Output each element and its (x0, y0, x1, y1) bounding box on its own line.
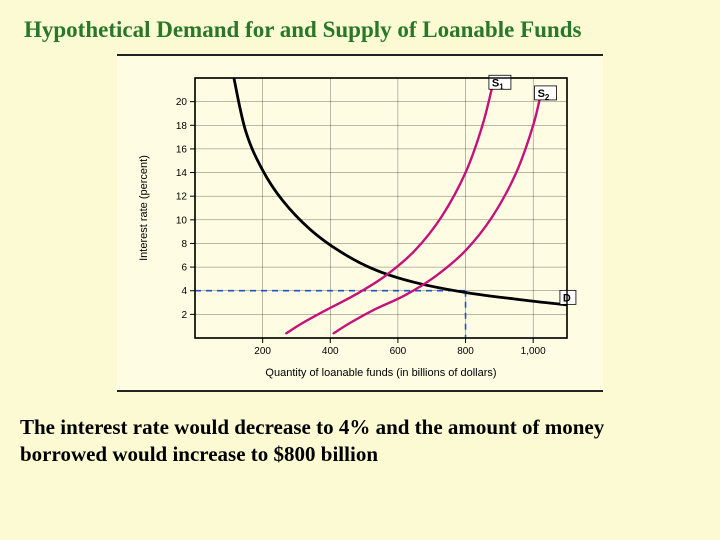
caption-line-2: borrowed would increase to $800 billion (20, 442, 378, 466)
loanable-funds-chart: 2 4 6 8 10 12 14 16 18 20 200 400 600 800 1,000 Quantit… (117, 64, 603, 384)
svg-text:20: 20 (176, 97, 188, 108)
svg-text:Interest rate (percent): Interest rate (percent) (138, 155, 150, 261)
svg-text:600: 600 (390, 346, 407, 357)
svg-text:400: 400 (322, 346, 339, 357)
svg-text:8: 8 (181, 239, 187, 250)
svg-text:200: 200 (254, 346, 271, 357)
chart-container: 2 4 6 8 10 12 14 16 18 20 200 400 600 800 1,000 Quantit… (117, 54, 603, 392)
svg-text:Quantity of loanable funds (in: Quantity of loanable funds (in billions … (265, 367, 496, 379)
svg-text:12: 12 (176, 191, 188, 202)
svg-text:2: 2 (181, 309, 187, 320)
caption: The interest rate would decrease to 4% a… (20, 414, 700, 469)
svg-text:800: 800 (457, 346, 474, 357)
svg-text:6: 6 (181, 262, 187, 273)
caption-line-1: The interest rate would decrease to 4% a… (20, 415, 604, 439)
svg-text:1,000: 1,000 (521, 346, 546, 357)
svg-text:4: 4 (181, 286, 187, 297)
svg-text:10: 10 (176, 215, 188, 226)
svg-text:16: 16 (176, 144, 188, 155)
svg-text:14: 14 (176, 168, 188, 179)
svg-text:18: 18 (176, 120, 188, 131)
page-title: Hypothetical Demand for and Supply of Lo… (24, 16, 702, 44)
